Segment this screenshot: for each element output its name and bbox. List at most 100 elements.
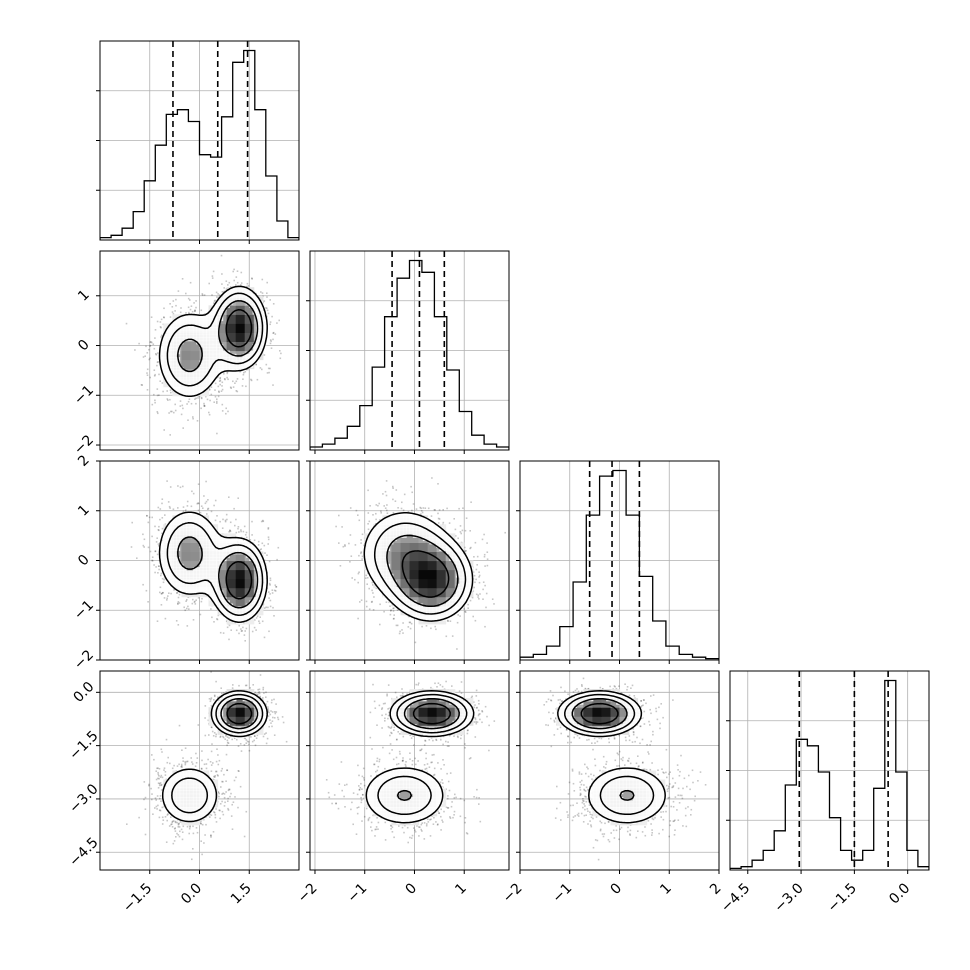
sample-point	[483, 533, 485, 536]
sample-point	[344, 544, 346, 546]
sample-point	[243, 634, 246, 636]
sample-point	[169, 316, 172, 318]
sample-point	[166, 398, 169, 400]
sample-point	[228, 496, 230, 498]
sample-point	[386, 504, 388, 506]
sample-point	[149, 341, 151, 343]
sample-point	[138, 342, 140, 345]
sample-point	[371, 600, 373, 603]
sample-point	[156, 537, 158, 539]
sample-point	[156, 320, 159, 323]
sample-point	[225, 753, 228, 756]
sample-point	[227, 797, 229, 800]
sample-point	[190, 305, 193, 307]
sample-point	[476, 555, 479, 558]
sample-point	[227, 410, 229, 413]
sample-point	[392, 618, 395, 620]
sample-point	[474, 619, 477, 622]
sample-point	[191, 490, 193, 493]
sample-point	[459, 615, 461, 617]
sample-point	[208, 698, 211, 700]
sample-point	[245, 385, 247, 388]
sample-point	[220, 254, 223, 257]
sample-point	[266, 307, 268, 310]
sample-point	[245, 536, 248, 539]
sample-point	[267, 367, 270, 370]
sample-point	[235, 531, 238, 534]
sample-point	[390, 610, 392, 612]
sample-point	[233, 268, 235, 271]
sample-point	[365, 600, 368, 603]
sample-point	[392, 610, 395, 612]
sample-point	[251, 277, 253, 279]
sample-point	[437, 517, 440, 520]
sample-point	[154, 550, 157, 553]
sample-point	[161, 577, 164, 580]
sample-point	[365, 574, 367, 577]
sample-point	[143, 538, 146, 541]
sample-point	[259, 696, 261, 699]
sample-point	[359, 601, 361, 603]
sample-point	[254, 619, 256, 621]
sample-point	[210, 510, 213, 513]
sample-point	[220, 390, 223, 392]
sample-point	[383, 505, 385, 507]
sample-point	[225, 412, 227, 415]
sample-point	[269, 593, 271, 595]
sample-point	[156, 553, 159, 556]
sample-point	[240, 530, 242, 533]
sample-point	[125, 322, 128, 325]
sample-point	[243, 525, 246, 528]
sample-point	[268, 371, 270, 374]
sample-point	[176, 592, 179, 594]
sample-point	[199, 613, 202, 616]
sample-point	[265, 363, 268, 366]
sample-point	[258, 620, 260, 622]
sample-point	[478, 571, 480, 573]
sample-point	[197, 483, 200, 485]
sample-point	[187, 400, 190, 403]
sample-point	[169, 507, 171, 509]
sample-point	[163, 597, 166, 599]
sample-point	[240, 282, 243, 284]
sample-point	[360, 599, 363, 601]
sample-point	[192, 417, 194, 420]
sample-point	[420, 510, 423, 512]
sample-point	[438, 518, 441, 520]
sample-point	[367, 489, 369, 492]
sample-point	[464, 549, 466, 552]
sample-point	[421, 511, 424, 514]
sample-point	[194, 600, 196, 603]
sample-point	[163, 307, 165, 310]
sample-point	[186, 607, 188, 610]
sample-point	[233, 507, 235, 510]
sample-point	[151, 559, 154, 562]
sample-point	[161, 502, 163, 505]
sample-point	[200, 309, 203, 312]
sample-point	[360, 551, 363, 553]
sample-point	[459, 525, 462, 527]
sample-point	[358, 554, 360, 557]
sample-point	[159, 586, 162, 589]
sample-point	[229, 529, 231, 532]
sample-point	[229, 386, 232, 389]
sample-point	[194, 309, 196, 311]
sample-point	[258, 691, 261, 693]
sample-point	[478, 576, 480, 578]
sample-point	[187, 297, 190, 300]
sample-point	[470, 501, 472, 503]
sample-point	[465, 517, 468, 519]
sample-point	[375, 518, 377, 521]
sample-point	[214, 519, 217, 522]
sample-point	[442, 509, 444, 511]
sample-point	[269, 599, 272, 602]
sample-point	[163, 316, 165, 319]
sample-point	[379, 623, 381, 626]
sample-point	[454, 528, 457, 531]
sample-point	[235, 284, 237, 286]
sample-point	[226, 376, 228, 379]
sample-point	[200, 396, 203, 399]
sample-point	[242, 539, 245, 541]
sample-point	[192, 619, 195, 621]
